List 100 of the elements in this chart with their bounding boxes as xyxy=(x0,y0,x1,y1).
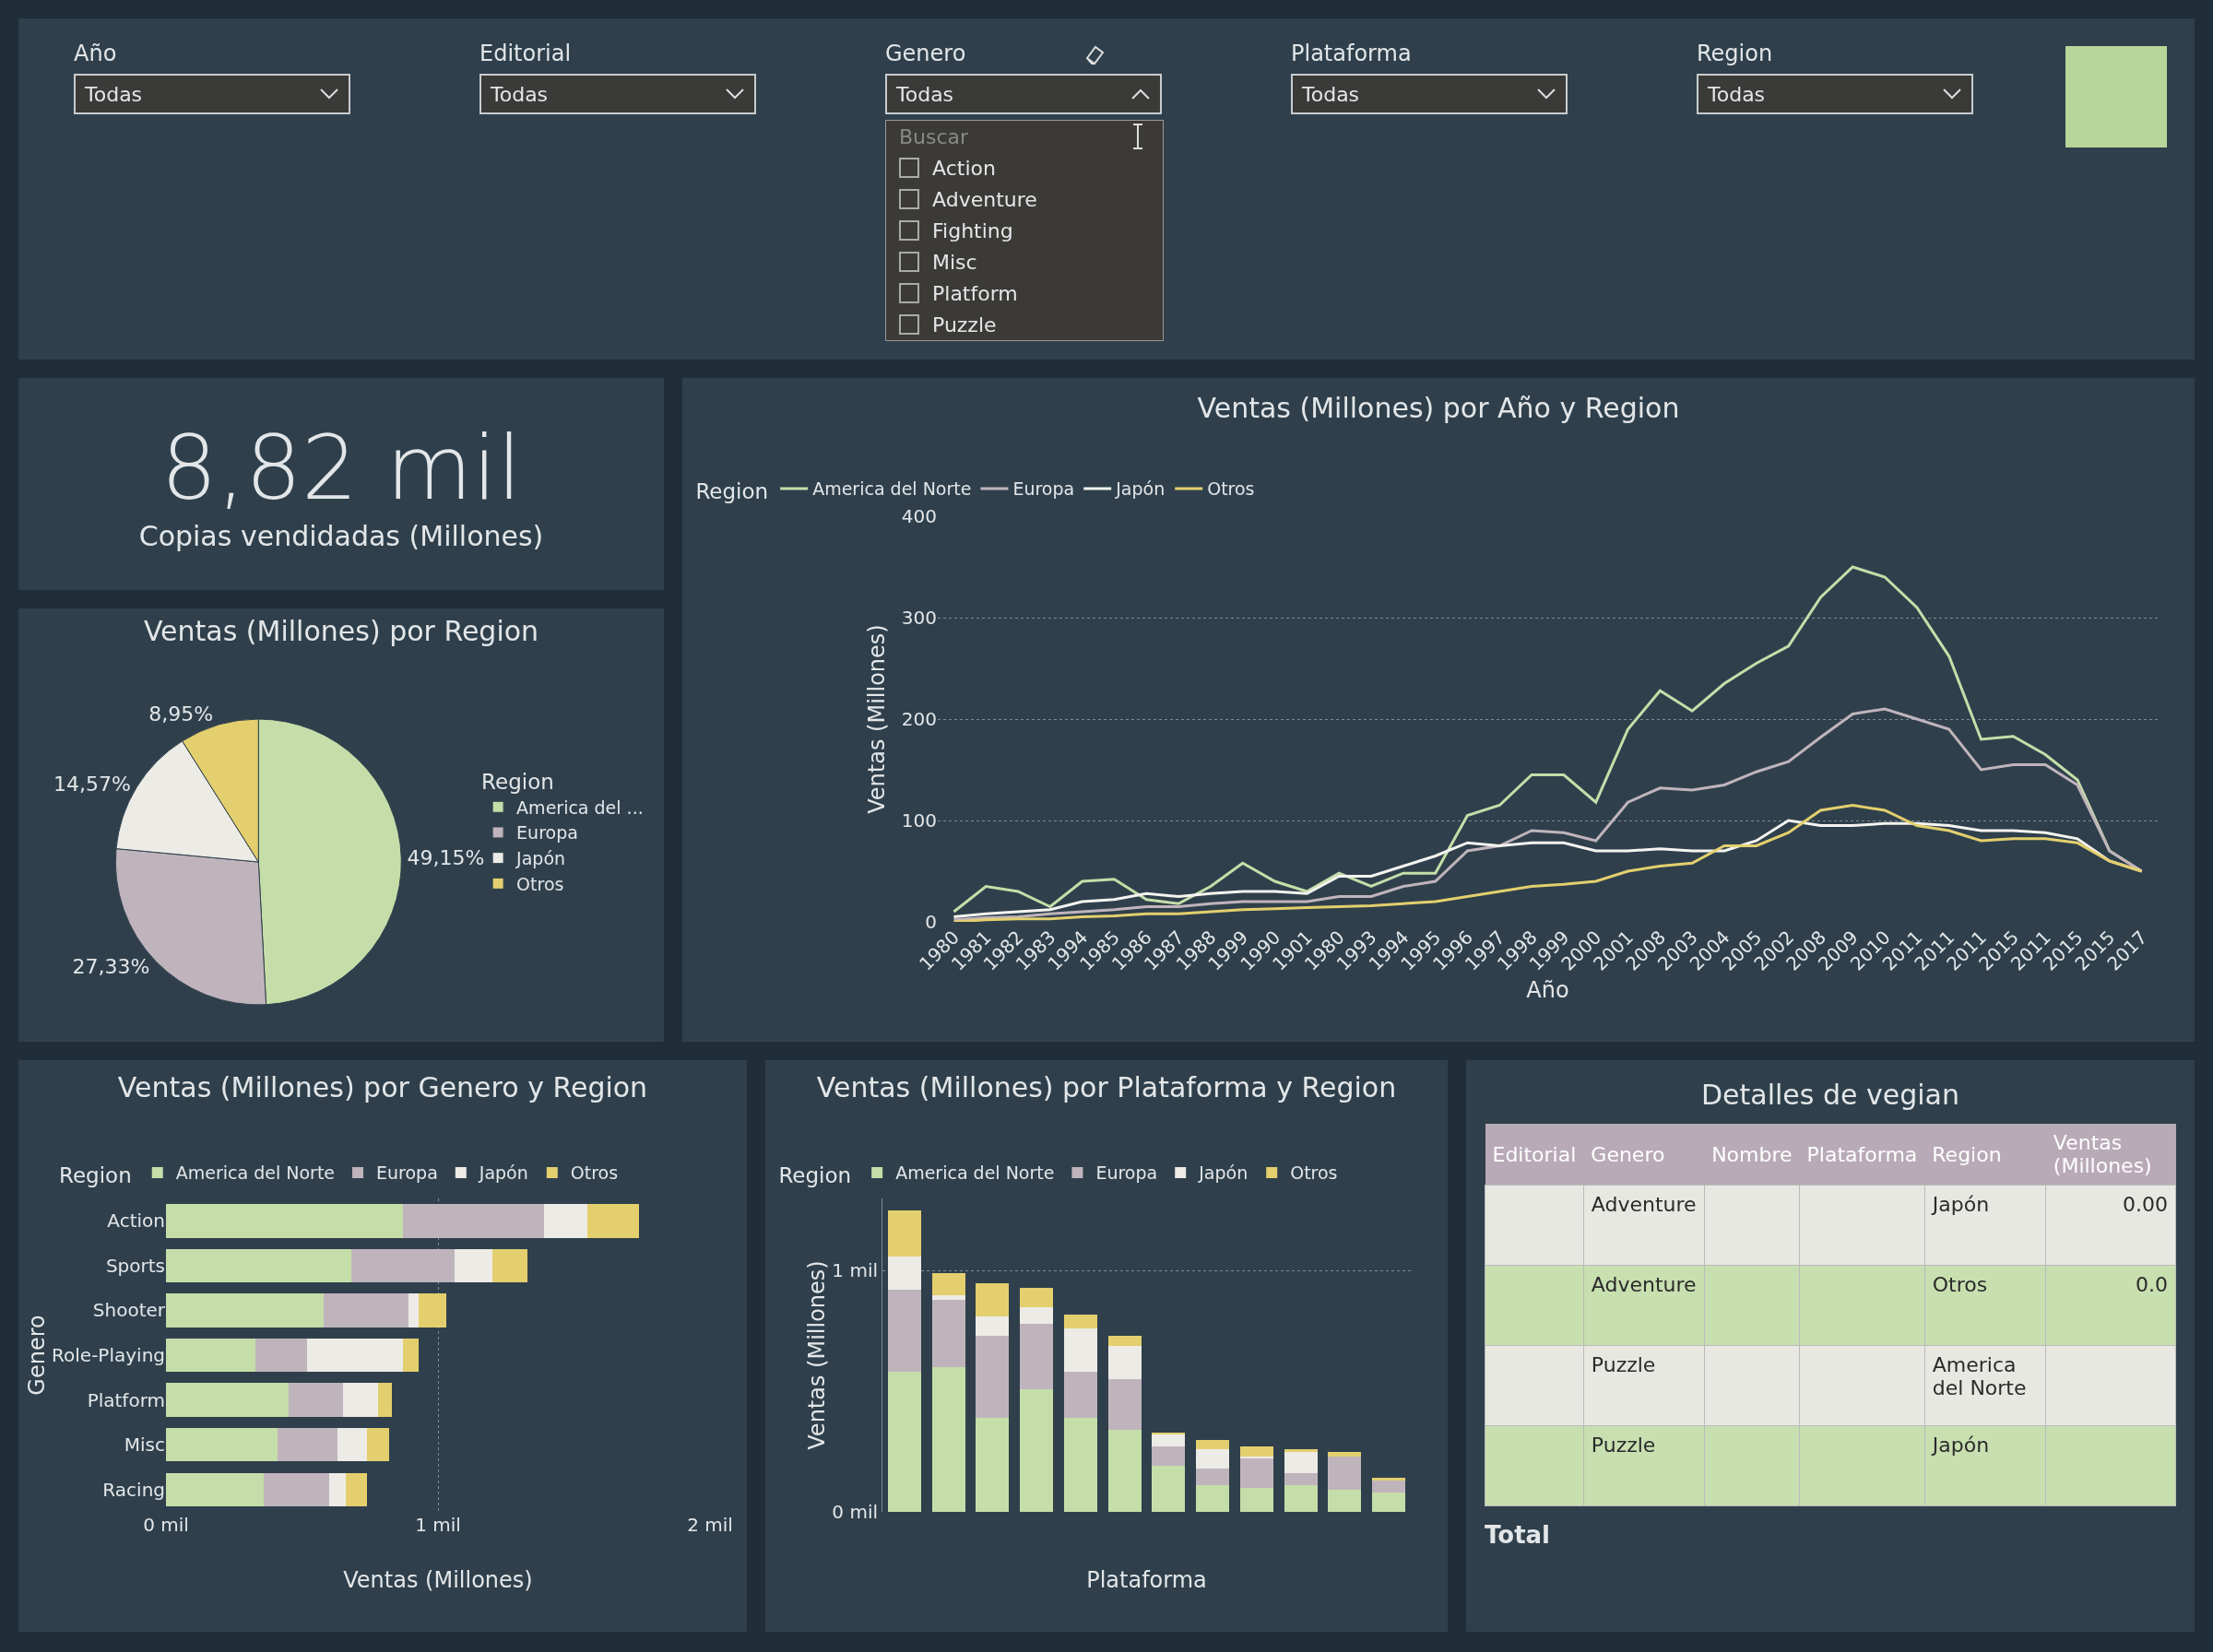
y-axis-title: Genero xyxy=(24,1315,51,1396)
bar xyxy=(1107,1430,1142,1512)
bar xyxy=(454,1248,492,1283)
bar xyxy=(544,1204,588,1238)
bar xyxy=(378,1383,392,1417)
text: Adventure xyxy=(1591,1193,1697,1216)
text: Action xyxy=(932,156,996,180)
legend-label: Europa xyxy=(1012,478,1075,500)
x-axis-title: Plataforma xyxy=(1086,1567,1207,1593)
y-tick-label: Shooter xyxy=(92,1299,166,1322)
category-label: Genero xyxy=(885,41,967,66)
x-tick-label: 1 mil xyxy=(415,1514,461,1536)
bar xyxy=(329,1472,346,1506)
x-axis-title: Año xyxy=(1526,977,1569,1003)
line-series xyxy=(952,804,2144,922)
bar xyxy=(1152,1446,1186,1467)
category-label: Plataforma xyxy=(1291,41,1413,66)
bar xyxy=(166,1204,403,1238)
y-tick-label: 400 xyxy=(901,505,937,527)
bar xyxy=(324,1293,408,1328)
legend-label: Japón xyxy=(1115,478,1166,500)
bar xyxy=(342,1383,379,1417)
category-label: Nombre xyxy=(1704,1124,1800,1186)
legend-label: Otros xyxy=(516,873,564,894)
bar xyxy=(976,1316,1010,1337)
bar xyxy=(166,1248,351,1283)
bar xyxy=(1372,1478,1406,1481)
text: Copias vendidadas (Millones) xyxy=(138,519,544,552)
text: Todas xyxy=(491,82,549,106)
bar xyxy=(166,1293,325,1328)
bar xyxy=(1020,1324,1054,1389)
text: Buscar xyxy=(899,124,969,148)
bar xyxy=(1063,1314,1097,1329)
bar xyxy=(492,1248,528,1283)
y-tick-label: Action xyxy=(107,1210,165,1233)
bar xyxy=(1196,1439,1230,1449)
bar xyxy=(337,1427,368,1462)
text: Puzzle xyxy=(1591,1353,1656,1376)
text: Todas xyxy=(1708,82,1766,106)
bar xyxy=(1284,1449,1318,1452)
bar xyxy=(887,1256,921,1291)
bar xyxy=(1020,1306,1054,1324)
text: 8,82 mil xyxy=(160,416,522,520)
bar xyxy=(277,1427,337,1462)
y-tick-label: 100 xyxy=(901,809,937,832)
text: Adventure xyxy=(1591,1273,1697,1296)
bar xyxy=(1196,1468,1230,1486)
legend-label: America del ... xyxy=(516,796,644,818)
data-label: 8,95% xyxy=(148,702,214,726)
bar xyxy=(419,1293,446,1328)
bar xyxy=(976,1336,1010,1418)
text: Japón xyxy=(1932,1193,1990,1216)
text: Puzzle xyxy=(1591,1434,1656,1457)
bar xyxy=(1284,1485,1318,1512)
x-axis-title: Ventas (Millones) xyxy=(343,1567,533,1593)
bar xyxy=(1328,1490,1362,1512)
bar xyxy=(887,1210,921,1257)
legend-title: Region xyxy=(695,479,769,504)
bar xyxy=(587,1204,640,1238)
bar xyxy=(408,1293,420,1328)
text: Todas xyxy=(896,82,954,106)
bar xyxy=(1328,1456,1362,1491)
y-tick-label: 0 xyxy=(925,911,937,933)
text: 0.0 xyxy=(2136,1273,2168,1296)
category-label: Region xyxy=(1924,1124,2046,1186)
legend-title: Region xyxy=(59,1163,132,1188)
bar xyxy=(1372,1481,1406,1493)
bar xyxy=(1239,1487,1273,1512)
data-label: 14,57% xyxy=(53,772,131,796)
text: Otros xyxy=(1932,1273,1988,1296)
y-tick-label: Platform xyxy=(87,1388,165,1411)
bar xyxy=(1239,1458,1273,1488)
legend-label: Otros xyxy=(1207,478,1255,500)
bar xyxy=(1063,1328,1097,1373)
bar xyxy=(1196,1449,1230,1469)
bar xyxy=(1239,1446,1273,1457)
bar xyxy=(1196,1485,1230,1512)
bar xyxy=(976,1282,1010,1317)
x-tick-label: 2 mil xyxy=(687,1514,733,1536)
bar xyxy=(307,1338,403,1373)
bar xyxy=(1152,1466,1186,1512)
text: Todas xyxy=(85,82,143,106)
category-label: Año xyxy=(74,41,118,66)
text: Japón xyxy=(1932,1434,1990,1457)
legend-label: Japón xyxy=(1198,1162,1249,1184)
bar xyxy=(166,1427,278,1462)
text: Total xyxy=(1485,1521,1552,1549)
legend-label: Otros xyxy=(570,1162,619,1184)
bar xyxy=(402,1204,545,1238)
bar xyxy=(931,1273,965,1295)
category-label: Ventas (Millones) xyxy=(2045,1124,2176,1186)
legend-label: America del Norte xyxy=(175,1162,336,1184)
bar xyxy=(255,1338,308,1373)
bar xyxy=(931,1294,965,1300)
bar xyxy=(1107,1336,1142,1346)
y-axis-title: Ventas (Millones) xyxy=(804,1260,831,1450)
category-label: Region xyxy=(1697,41,1774,66)
x-tick-label: 0 mil xyxy=(143,1514,189,1536)
legend-label: Europa xyxy=(376,1162,438,1184)
text: Detalles de vegian xyxy=(1700,1079,1960,1111)
